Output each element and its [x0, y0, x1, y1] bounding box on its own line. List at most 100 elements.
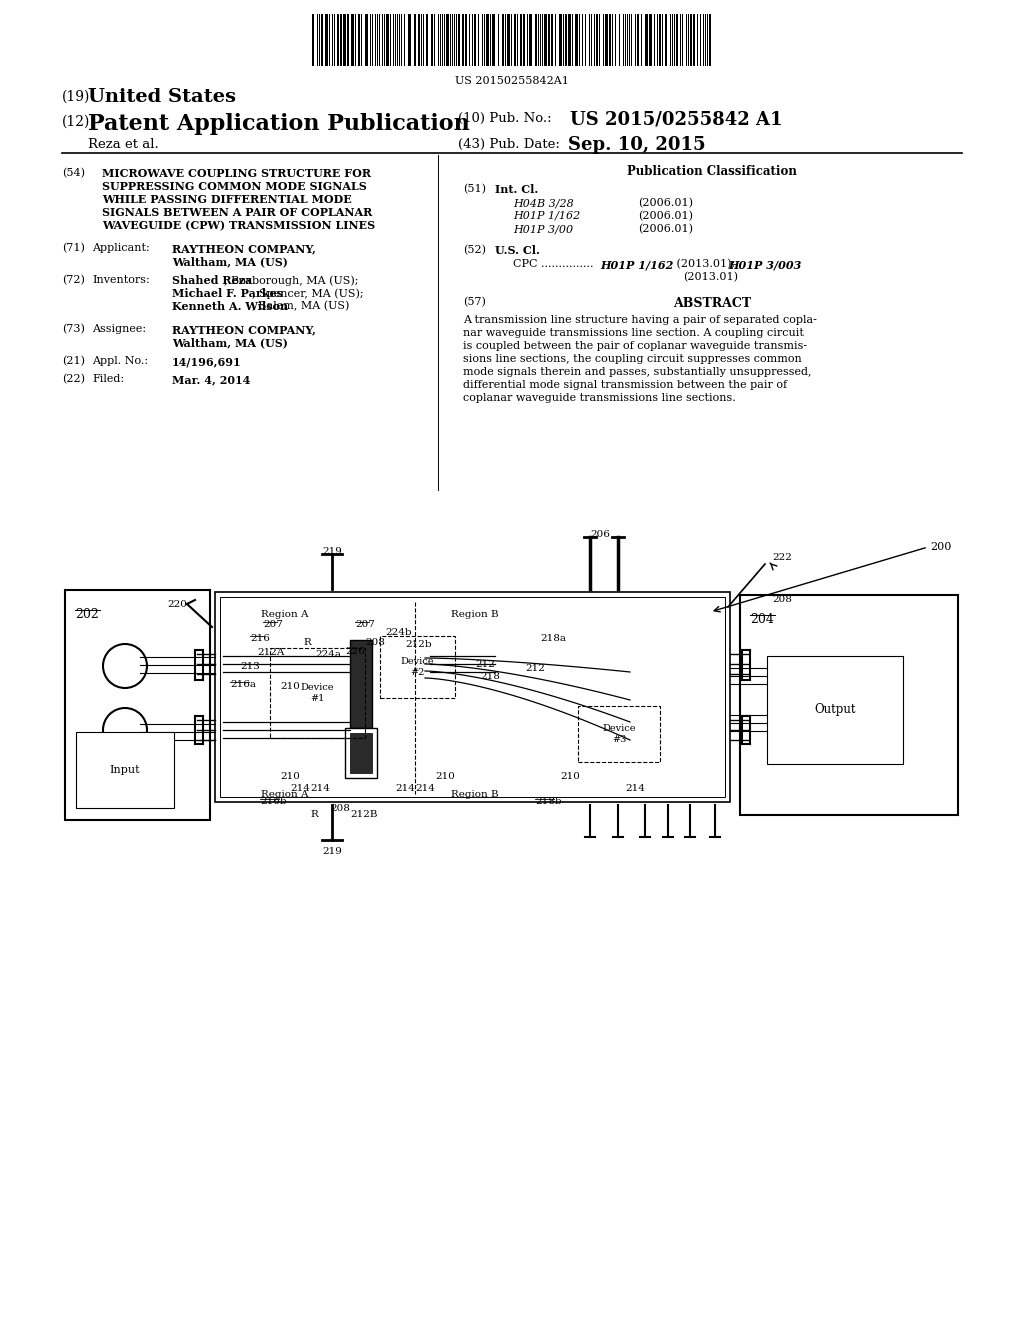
Bar — [414, 15, 416, 66]
Bar — [458, 15, 460, 66]
Bar — [365, 15, 368, 66]
Text: (22): (22) — [62, 374, 85, 384]
Bar — [474, 15, 476, 66]
Text: 210: 210 — [560, 772, 580, 781]
Bar — [605, 15, 608, 66]
Text: coplanar waveguide transmissions line sections.: coplanar waveguide transmissions line se… — [463, 393, 736, 403]
Text: Mar. 4, 2014: Mar. 4, 2014 — [172, 374, 251, 385]
Text: sions line sections, the coupling circuit suppresses common: sions line sections, the coupling circui… — [463, 354, 802, 364]
Bar — [665, 15, 667, 66]
Bar — [350, 733, 372, 774]
Bar — [693, 15, 695, 66]
Bar — [575, 15, 578, 66]
Text: 212A: 212A — [257, 648, 285, 657]
Bar — [544, 15, 547, 66]
Text: 208: 208 — [772, 595, 792, 605]
Text: 207: 207 — [355, 620, 375, 630]
Text: differential mode signal transmission between the pair of: differential mode signal transmission be… — [463, 380, 787, 389]
Text: (2006.01): (2006.01) — [638, 211, 693, 222]
Text: nar waveguide transmissions line section. A coupling circuit: nar waveguide transmissions line section… — [463, 327, 804, 338]
Text: 214: 214 — [290, 784, 310, 793]
Text: (73): (73) — [62, 323, 85, 334]
Bar — [740, 595, 958, 814]
Text: (21): (21) — [62, 356, 85, 367]
Text: 218: 218 — [480, 672, 500, 681]
Text: MICROWAVE COUPLING STRUCTURE FOR: MICROWAVE COUPLING STRUCTURE FOR — [102, 168, 371, 180]
Text: (10) Pub. No.:: (10) Pub. No.: — [458, 112, 552, 125]
Text: 14/196,691: 14/196,691 — [172, 356, 242, 367]
Bar — [559, 15, 562, 66]
Text: 202: 202 — [75, 609, 98, 620]
Text: Waltham, MA (US): Waltham, MA (US) — [172, 256, 288, 267]
Bar — [507, 15, 510, 66]
Bar — [408, 15, 411, 66]
Text: 219: 219 — [323, 847, 342, 855]
Bar — [340, 15, 342, 66]
Text: , Spencer, MA (US);: , Spencer, MA (US); — [252, 288, 364, 298]
Bar — [220, 597, 725, 797]
Bar — [637, 15, 639, 66]
Text: RAYTHEON COMPANY,: RAYTHEON COMPANY, — [172, 323, 315, 335]
Text: Region B: Region B — [452, 610, 499, 619]
Bar — [345, 729, 377, 777]
Bar — [462, 15, 464, 66]
Bar — [565, 15, 567, 66]
Bar — [325, 15, 328, 66]
Text: US 2015/0255842 A1: US 2015/0255842 A1 — [570, 110, 782, 128]
Bar — [523, 15, 525, 66]
Bar — [358, 15, 360, 66]
Text: CPC ...............: CPC ............... — [513, 259, 597, 269]
Bar — [380, 636, 455, 698]
Text: 208: 208 — [330, 804, 350, 813]
Text: ABSTRACT: ABSTRACT — [673, 297, 751, 310]
Text: 214: 214 — [625, 784, 645, 793]
Text: Filed:: Filed: — [92, 374, 124, 384]
Text: Int. Cl.: Int. Cl. — [495, 183, 539, 195]
Text: (72): (72) — [62, 275, 85, 285]
Text: 222: 222 — [772, 553, 792, 562]
Text: H01P 3/003: H01P 3/003 — [728, 259, 802, 271]
Text: , Boxborough, MA (US);: , Boxborough, MA (US); — [223, 275, 358, 285]
Bar — [649, 15, 652, 66]
Text: (2013.01): (2013.01) — [683, 272, 738, 282]
Text: (12): (12) — [62, 115, 90, 129]
Text: is coupled between the pair of coplanar waveguide transmis-: is coupled between the pair of coplanar … — [463, 341, 807, 351]
Text: 212b: 212b — [406, 640, 432, 649]
Text: Input: Input — [110, 766, 140, 775]
Text: 214: 214 — [415, 784, 435, 793]
Bar — [486, 15, 489, 66]
Text: (2006.01): (2006.01) — [638, 198, 693, 209]
Bar — [535, 15, 537, 66]
Bar — [337, 15, 339, 66]
Text: 226: 226 — [345, 647, 365, 656]
Text: 218a: 218a — [540, 634, 566, 643]
Text: Patent Application Publication: Patent Application Publication — [88, 114, 470, 135]
Bar — [350, 640, 372, 729]
Bar — [465, 15, 467, 66]
Text: US 20150255842A1: US 20150255842A1 — [455, 77, 569, 86]
Text: 224b: 224b — [385, 628, 412, 638]
Text: Reza et al.: Reza et al. — [88, 139, 159, 150]
Text: (51): (51) — [463, 183, 486, 194]
Text: (71): (71) — [62, 243, 85, 253]
Text: H01P 1/162: H01P 1/162 — [600, 259, 674, 271]
Text: Waltham, MA (US): Waltham, MA (US) — [172, 337, 288, 348]
Text: WAVEGUIDE (CPW) TRANSMISSION LINES: WAVEGUIDE (CPW) TRANSMISSION LINES — [102, 220, 375, 231]
Bar — [426, 15, 428, 66]
Text: 212B: 212B — [350, 810, 378, 818]
Text: 214: 214 — [310, 784, 330, 793]
Text: Assignee:: Assignee: — [92, 323, 146, 334]
Text: H01P 1/162: H01P 1/162 — [513, 211, 581, 220]
Bar — [270, 648, 365, 738]
Text: Device
#3: Device #3 — [602, 725, 636, 743]
Text: Region A: Region A — [261, 789, 309, 799]
Text: RAYTHEON COMPANY,: RAYTHEON COMPANY, — [172, 243, 315, 253]
Bar — [609, 15, 611, 66]
Bar — [514, 15, 516, 66]
Bar — [520, 15, 522, 66]
Text: 224a: 224a — [315, 649, 341, 659]
Text: Output: Output — [814, 704, 856, 717]
Bar — [65, 590, 210, 820]
Text: Device
#1: Device #1 — [300, 684, 334, 702]
Bar — [418, 15, 420, 66]
